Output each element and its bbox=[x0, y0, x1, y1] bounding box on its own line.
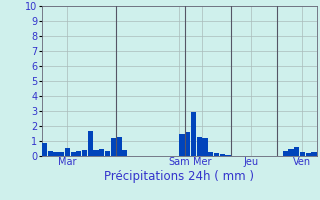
Bar bbox=[76, 151, 82, 156]
Bar bbox=[208, 152, 213, 156]
Bar bbox=[122, 150, 127, 156]
Bar bbox=[53, 152, 59, 156]
Bar bbox=[88, 130, 93, 156]
Bar bbox=[306, 153, 311, 156]
Bar bbox=[48, 151, 53, 156]
Bar bbox=[220, 154, 225, 156]
Bar bbox=[82, 150, 87, 156]
Bar bbox=[185, 132, 190, 156]
Bar bbox=[311, 152, 316, 156]
Bar bbox=[294, 147, 299, 156]
Bar bbox=[99, 149, 104, 156]
Bar bbox=[191, 112, 196, 156]
Bar bbox=[93, 150, 99, 156]
Bar bbox=[65, 148, 70, 156]
Bar bbox=[116, 137, 122, 156]
Bar bbox=[283, 151, 288, 156]
Bar bbox=[203, 138, 208, 156]
Bar bbox=[180, 134, 185, 156]
Bar bbox=[105, 151, 110, 156]
Bar bbox=[225, 154, 230, 156]
Bar bbox=[42, 143, 47, 156]
Bar bbox=[214, 153, 219, 156]
Bar bbox=[70, 152, 76, 156]
Bar bbox=[59, 152, 64, 156]
Bar bbox=[197, 137, 202, 156]
X-axis label: Précipitations 24h ( mm ): Précipitations 24h ( mm ) bbox=[104, 170, 254, 183]
Bar bbox=[300, 152, 305, 156]
Bar bbox=[288, 149, 293, 156]
Bar bbox=[111, 138, 116, 156]
